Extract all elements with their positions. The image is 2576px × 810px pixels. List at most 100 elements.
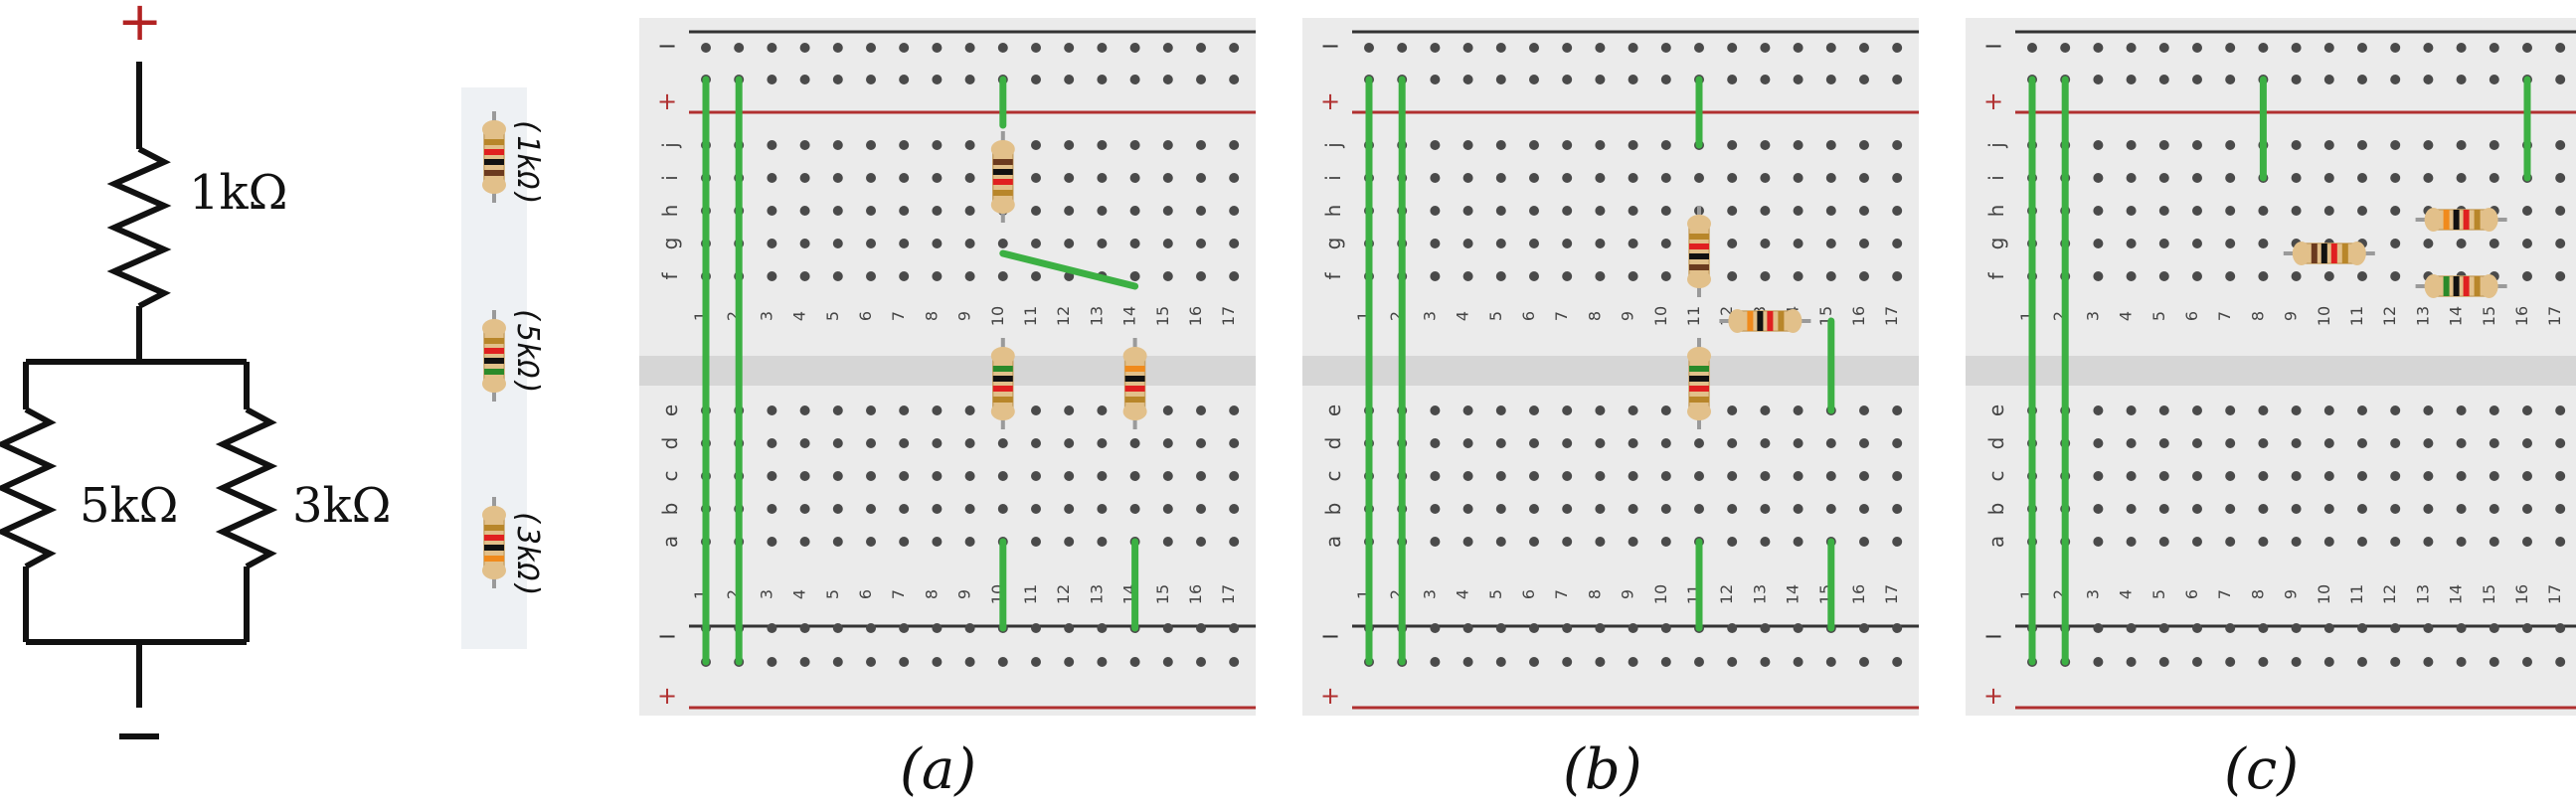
hole	[1628, 239, 1638, 248]
column-number: 7	[889, 589, 908, 599]
hole	[2192, 438, 2202, 448]
rail-hole	[1529, 75, 1539, 84]
hole	[1562, 140, 1573, 150]
column-number: 17	[1882, 584, 1901, 604]
rail-hole	[1162, 623, 1173, 633]
hole	[964, 405, 975, 415]
hole	[1892, 438, 1903, 448]
hole	[2489, 471, 2499, 481]
rail-plus-label-bottom: +	[657, 682, 677, 710]
hole	[1793, 140, 1803, 150]
hole	[1529, 206, 1539, 216]
hole	[1097, 140, 1108, 150]
hole	[1229, 173, 1240, 183]
hole	[2555, 239, 2566, 248]
rail-hole	[1859, 657, 1869, 667]
hole	[1430, 438, 1441, 448]
column-number: 3	[757, 311, 775, 321]
hole	[2489, 504, 2499, 514]
hole	[2423, 173, 2434, 183]
row-letter-i: i	[1321, 175, 1345, 181]
board-center-channel	[1302, 356, 1919, 386]
hole	[799, 173, 810, 183]
hole	[1162, 471, 1173, 481]
rail-plus-label-bottom: +	[1983, 682, 2003, 710]
rail-hole	[2225, 75, 2236, 84]
hole	[1162, 271, 1173, 281]
rail-hole	[932, 75, 943, 84]
rail-hole	[1562, 75, 1573, 84]
hole	[964, 471, 975, 481]
column-number: 9	[2282, 311, 2301, 321]
caption-a: (a)	[900, 737, 977, 802]
hole	[2555, 504, 2566, 514]
hole	[1129, 239, 1140, 248]
hole	[2357, 471, 2367, 481]
hole	[767, 537, 777, 547]
row-letter-e: e	[658, 405, 682, 416]
hole	[1660, 271, 1671, 281]
hole	[1892, 504, 1903, 514]
hole	[1529, 173, 1539, 183]
row-letter-i: i	[1984, 175, 2008, 181]
row-letter-e: e	[1321, 405, 1345, 416]
hole	[799, 239, 810, 248]
hole	[1430, 537, 1441, 547]
hole	[1229, 239, 1240, 248]
rail-hole	[1495, 657, 1506, 667]
hole	[866, 537, 876, 547]
rail-hole	[1660, 75, 1671, 84]
hole	[1859, 405, 1869, 415]
hole	[2390, 271, 2401, 281]
hole	[1529, 471, 1539, 481]
resistor-5k-c	[2415, 274, 2507, 298]
rail-hole	[1430, 75, 1441, 84]
hole	[1825, 471, 1836, 481]
hole	[2522, 271, 2532, 281]
hole	[1793, 504, 1803, 514]
rail-hole	[2126, 657, 2137, 667]
hole	[1196, 405, 1206, 415]
legend-label-5k: (5kΩ)	[510, 306, 545, 397]
rail-hole	[2390, 75, 2401, 84]
hole	[1495, 537, 1506, 547]
hole	[2258, 405, 2269, 415]
hole	[2423, 239, 2434, 248]
hole	[1064, 504, 1075, 514]
hole	[2158, 173, 2169, 183]
resistor-3k-symbol	[215, 406, 278, 569]
rail-hole	[1364, 43, 1374, 53]
rail-hole	[2291, 43, 2302, 53]
caption-c: (c)	[2224, 737, 2300, 802]
rail-hole	[2423, 43, 2434, 53]
hole	[2323, 140, 2334, 150]
hole	[2390, 537, 2401, 547]
column-number: 13	[1750, 584, 1769, 604]
hole	[1495, 173, 1506, 183]
hole	[1064, 471, 1075, 481]
hole	[2555, 405, 2566, 415]
column-number: 11	[2347, 584, 2366, 604]
resistor-5k-a	[990, 338, 1015, 429]
column-number: 11	[1021, 306, 1040, 326]
hole	[1462, 504, 1473, 514]
hole	[1628, 173, 1638, 183]
hole	[2489, 405, 2499, 415]
hole	[2093, 438, 2104, 448]
rail-hole	[1097, 623, 1108, 633]
resistor-5k-b	[1687, 338, 1711, 429]
resistor-1k-a	[990, 131, 1015, 223]
rail-hole	[701, 43, 711, 53]
hole	[2555, 271, 2566, 281]
hole	[2192, 405, 2202, 415]
row-letter-g: g	[1984, 238, 2008, 250]
column-number: 9	[2282, 589, 2301, 599]
hole	[2126, 405, 2137, 415]
hole	[2390, 206, 2401, 216]
rail-hole	[932, 43, 943, 53]
hole	[2323, 471, 2334, 481]
hole	[1196, 471, 1206, 481]
rail-hole	[1462, 43, 1473, 53]
column-number: 4	[1454, 311, 1472, 321]
hole	[2258, 206, 2269, 216]
